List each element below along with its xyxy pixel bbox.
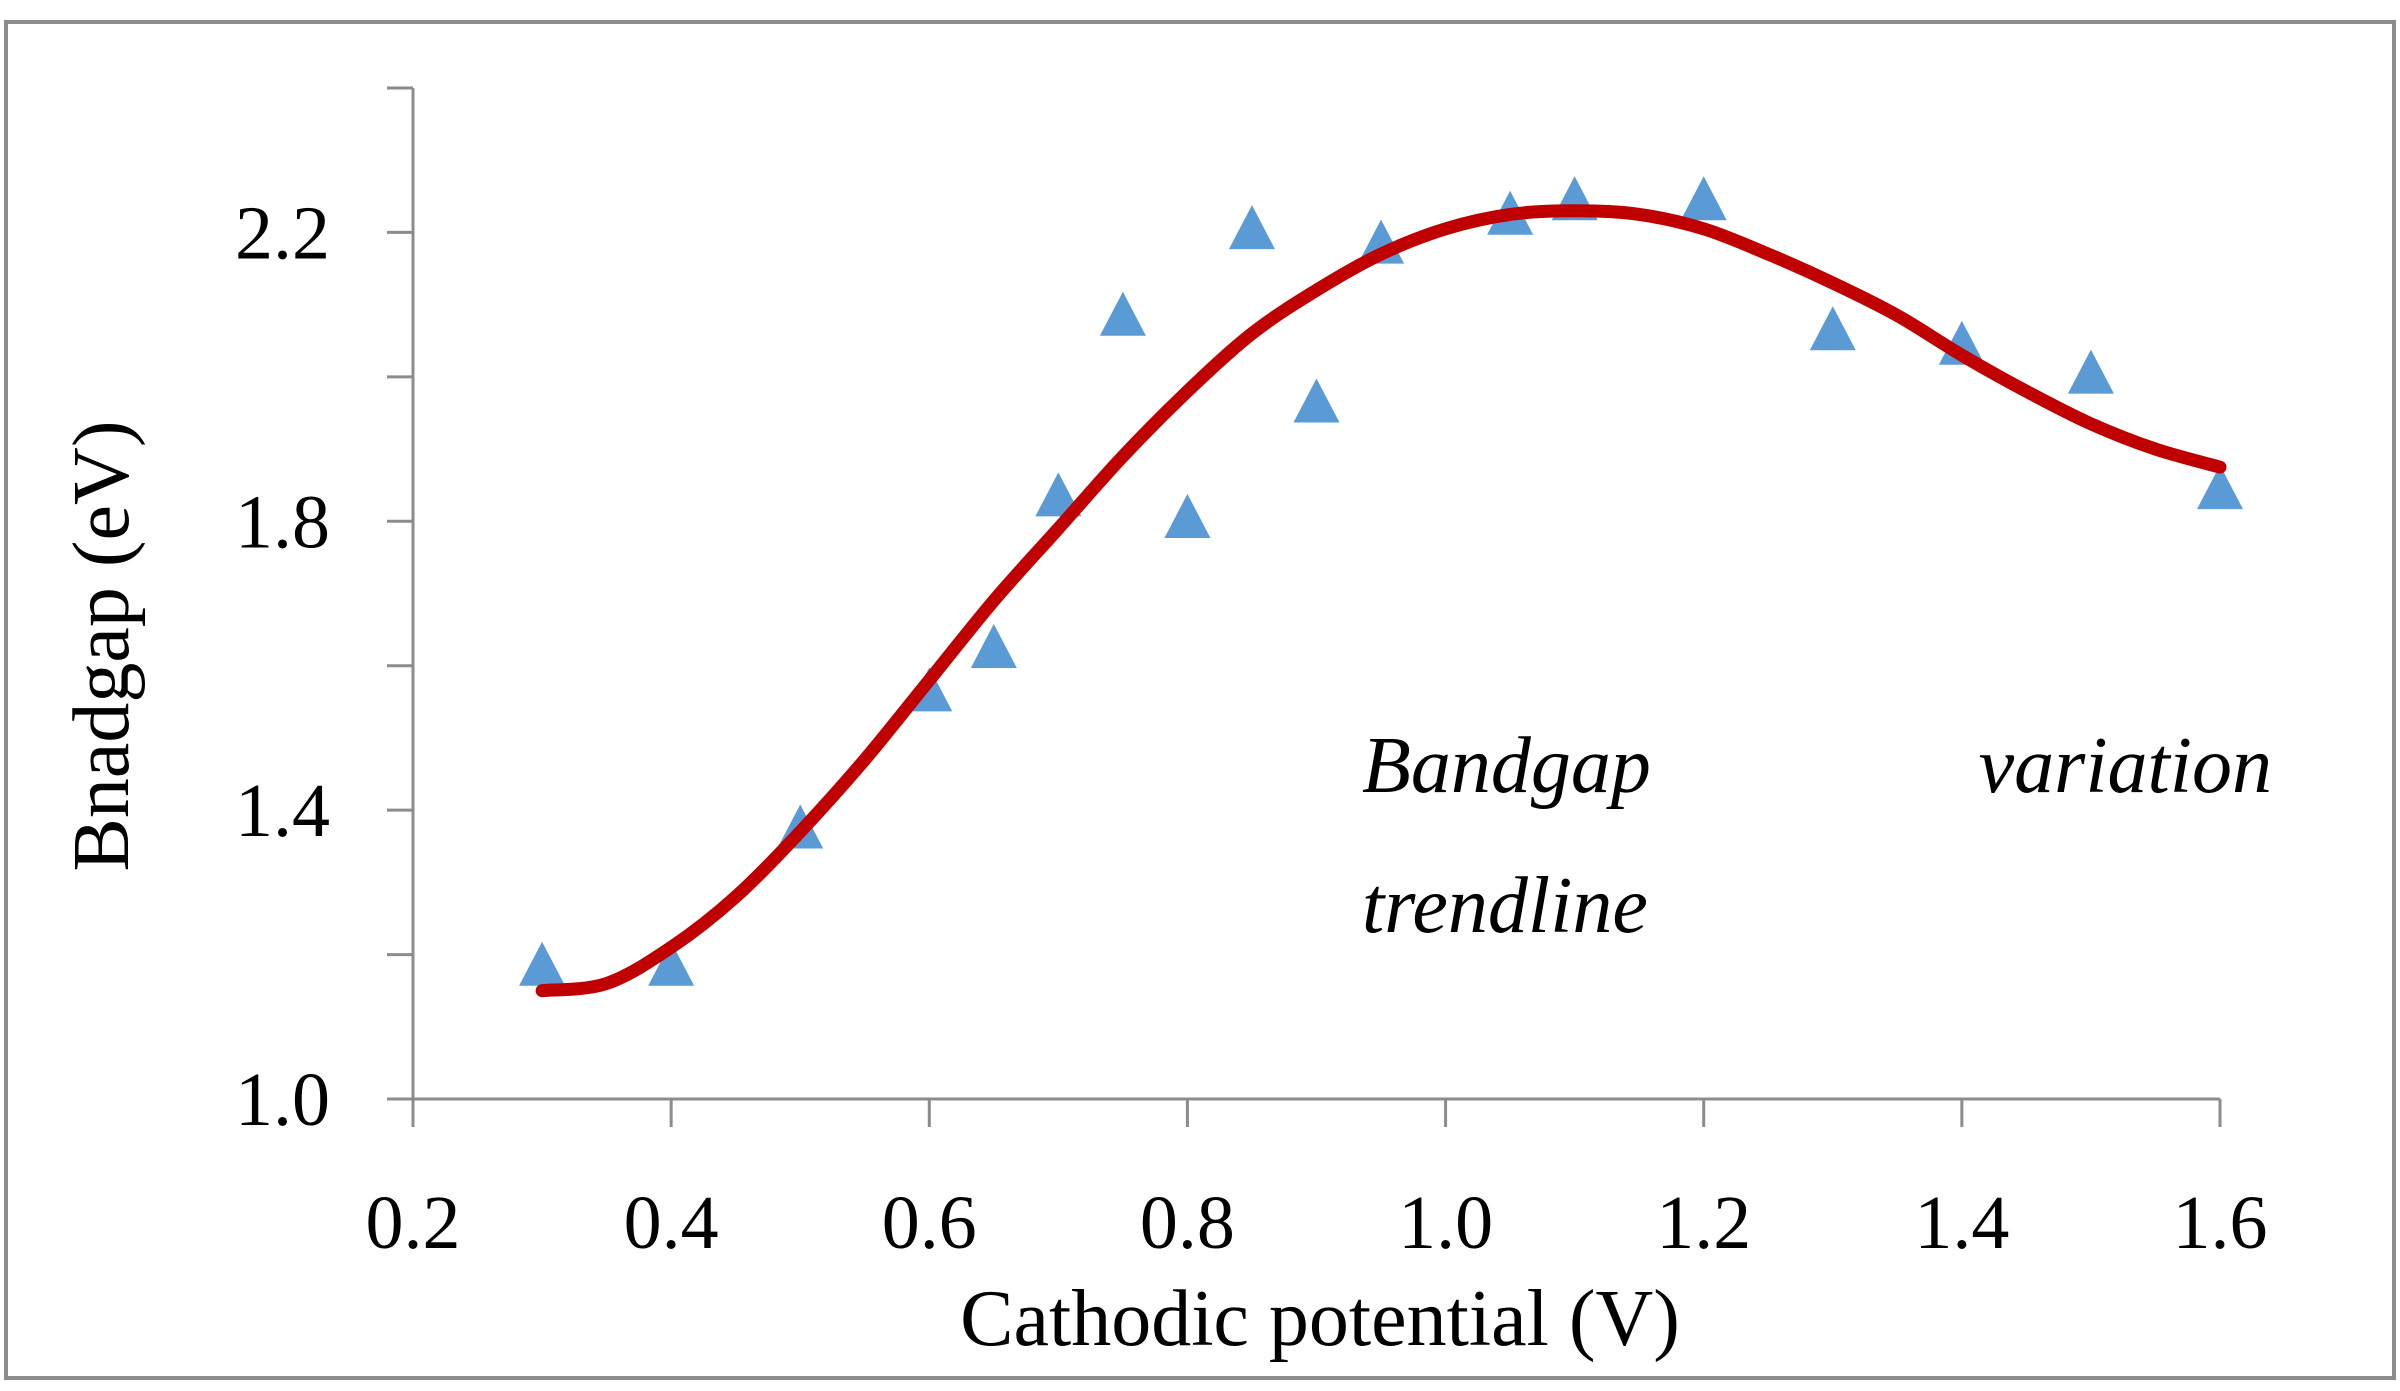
trendline	[535, 204, 2227, 998]
x-tick-label: 0.4	[624, 1181, 719, 1265]
y-tick-label: 1.4	[235, 769, 330, 853]
y-tick-label: 1.0	[235, 1058, 330, 1142]
data-point-triangle	[1228, 205, 1275, 250]
x-tick-label: 1.2	[1656, 1181, 1751, 1265]
annotation-word-variation: variation	[1979, 722, 2272, 810]
data-point-triangle	[2197, 465, 2243, 510]
x-ticks: 0.2 0.4 0.6 0.8 1.0 1.2 1.4 1.6	[366, 1099, 2268, 1265]
x-tick-label: 1.0	[1398, 1181, 1493, 1265]
data-point-triangle	[1809, 306, 1856, 351]
trendline-group	[535, 204, 2227, 998]
data-point-triangle	[2067, 349, 2114, 394]
data-point-triangle	[1099, 291, 1146, 336]
x-tick-label: 0.2	[366, 1181, 461, 1265]
data-point-triangle	[648, 941, 695, 986]
data-point-triangle	[1680, 176, 1727, 221]
axes	[411, 88, 2220, 1101]
data-point-triangle	[970, 623, 1017, 668]
y-tick-label: 1.8	[235, 480, 330, 564]
y-axis-title: Bnadgap (eV)	[58, 421, 146, 872]
chart-border	[4, 20, 2396, 1380]
x-tick-label: 1.4	[1914, 1181, 2009, 1265]
y-ticks: 1.0 1.4 1.8 2.2	[235, 86, 413, 1142]
y-tick-label: 2.2	[235, 191, 330, 275]
x-axis-title: Cathodic potential (V)	[960, 1275, 1680, 1363]
data-point-triangle	[1035, 472, 1082, 517]
annotation-word-trendline: trendline	[1362, 862, 1648, 950]
x-tick-label: 0.6	[882, 1181, 977, 1265]
data-point-triangle	[519, 941, 566, 986]
x-tick-label: 0.8	[1140, 1181, 1235, 1265]
data-point-triangle	[1164, 494, 1211, 539]
data-point-triangle	[1293, 378, 1340, 423]
annotation-word-bandgap: Bandgap	[1362, 722, 1651, 810]
x-tick-label: 1.6	[2173, 1181, 2268, 1265]
